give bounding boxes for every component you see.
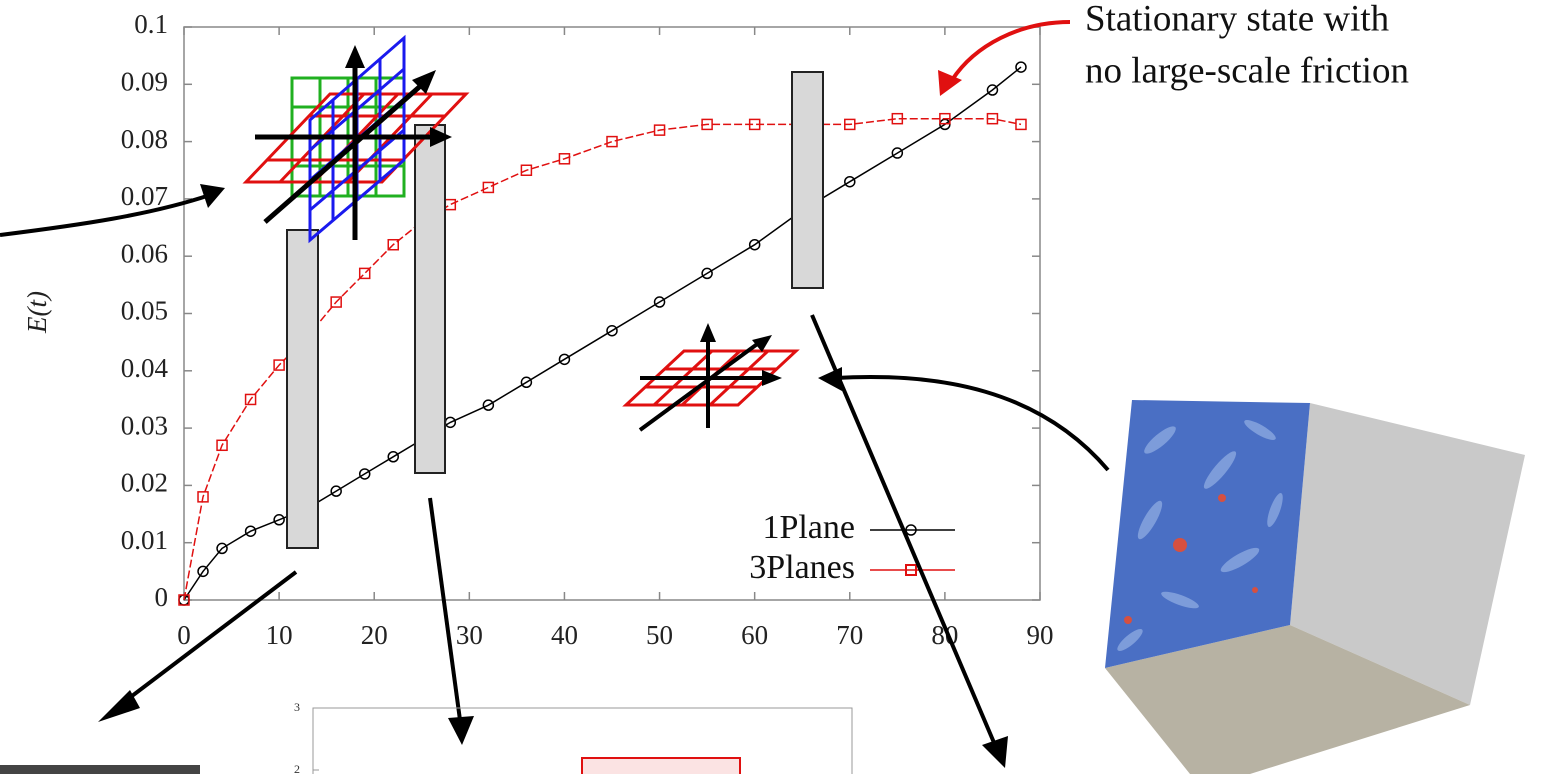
- y-tick-label: 3: [294, 700, 300, 714]
- point: [986, 112, 999, 125]
- y-tick-label: 0.08: [121, 124, 168, 154]
- point: [748, 118, 761, 131]
- inset-layer: 23: [294, 700, 853, 774]
- simulation-cube: [1105, 400, 1525, 774]
- y-tick-label: 0.04: [121, 353, 169, 383]
- point: [939, 112, 951, 125]
- y-tick-label: 0: [155, 582, 169, 612]
- highlight-bar: [286, 229, 319, 549]
- point: [197, 491, 209, 503]
- y-axis-label: E(t): [22, 291, 52, 334]
- y-tick-label: 0.1: [134, 9, 168, 39]
- y-tick-label: 2: [294, 762, 300, 774]
- x-tick-label: 20: [361, 620, 388, 650]
- point: [444, 198, 457, 211]
- point: [273, 514, 285, 526]
- point: [482, 181, 495, 194]
- highlights: [286, 71, 824, 549]
- highlight-bar: [791, 71, 824, 289]
- point: [558, 153, 571, 165]
- x-tick-label: 90: [1027, 620, 1054, 650]
- x-tick-label: 50: [646, 620, 673, 650]
- point: [1015, 61, 1027, 73]
- axes-arrows: [255, 60, 440, 240]
- legend-marker: [905, 564, 917, 576]
- point: [358, 468, 371, 480]
- point: [387, 238, 399, 251]
- single-plane-icon: [622, 323, 800, 432]
- x-tick-label: 40: [551, 620, 578, 650]
- y-tick-label: 0.09: [121, 67, 168, 97]
- x-tick-label: 0: [177, 620, 191, 650]
- arrows: [0, 193, 1110, 746]
- point: [1015, 118, 1027, 131]
- annotation: Stationary state with: [1085, 0, 1390, 39]
- x-tick-label: 10: [266, 620, 293, 650]
- planes-icon: [242, 34, 470, 244]
- bottom-left-fragment: [0, 765, 200, 774]
- series-line: [183, 117, 1022, 601]
- point: [558, 353, 571, 366]
- point: [606, 135, 618, 148]
- legend-label: 1Plane: [762, 509, 855, 546]
- y-tick-label: 0.02: [121, 468, 168, 498]
- point: [701, 267, 713, 280]
- red-arrow-head: [938, 70, 962, 96]
- point: [844, 175, 856, 188]
- point: [891, 147, 904, 159]
- y-tick-label: 0.07: [121, 181, 168, 211]
- inset-frame: [312, 707, 853, 774]
- point: [891, 112, 904, 125]
- point: [244, 393, 257, 406]
- point: [178, 594, 190, 606]
- legend-marker: [905, 524, 917, 536]
- red-arrow: [950, 20, 1071, 82]
- point: [986, 84, 999, 96]
- x-tick-label: 70: [836, 620, 863, 650]
- y-tick-label: 0.03: [121, 410, 168, 440]
- annotation: no large-scale friction: [1085, 50, 1409, 91]
- point: [520, 376, 533, 389]
- arrow-heads: [98, 184, 1008, 768]
- point: [244, 525, 257, 537]
- point: [520, 164, 533, 176]
- legend-label: 3Planes: [749, 549, 855, 586]
- y-tick-label: 0.01: [121, 525, 168, 555]
- point: [216, 542, 228, 555]
- x-tick-label: 60: [741, 620, 768, 650]
- inset-box: [581, 757, 741, 774]
- point: [844, 118, 856, 131]
- point: [653, 124, 666, 136]
- point: [701, 118, 713, 131]
- point: [748, 238, 761, 251]
- point: [330, 485, 342, 497]
- y-tick-label: 0.05: [121, 296, 168, 326]
- x-tick-label: 30: [456, 620, 483, 650]
- point: [216, 439, 228, 452]
- point: [482, 399, 495, 411]
- y-tick-label: 0.06: [121, 238, 168, 268]
- point: [273, 359, 285, 371]
- highlight-bar: [414, 124, 446, 474]
- point: [330, 296, 342, 308]
- point: [387, 451, 399, 463]
- point: [606, 324, 618, 337]
- point: [653, 296, 666, 308]
- point: [197, 565, 209, 578]
- point: [358, 267, 371, 280]
